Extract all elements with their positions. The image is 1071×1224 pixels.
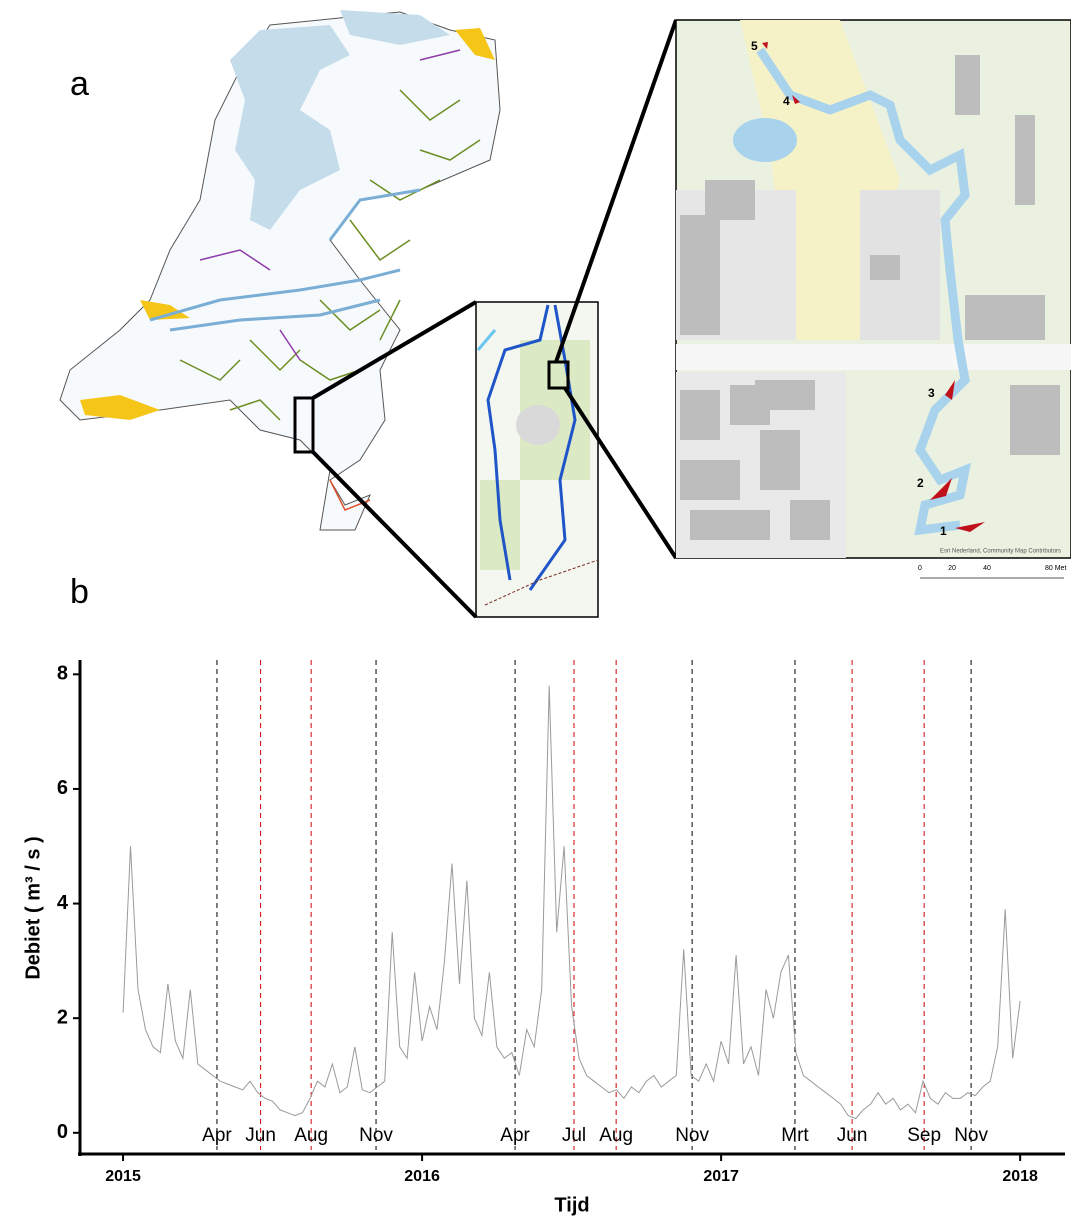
scale-label: 80 Met: [1045, 565, 1066, 572]
y-tick-label: 8: [57, 663, 68, 685]
panel-label: b: [70, 573, 89, 611]
x-axis-title: Tijd: [554, 1194, 589, 1216]
scale-label: 20: [948, 565, 956, 572]
reference-label: Aug: [294, 1125, 328, 1146]
reference-label: Apr: [202, 1125, 232, 1146]
country-map: [60, 10, 500, 530]
y-tick-label: 0: [57, 1121, 68, 1143]
scale-label: 0: [918, 565, 922, 572]
pond: [733, 118, 797, 162]
site-label: 3: [928, 386, 935, 400]
y-axis-title: Debiet ( m³ / s ): [22, 836, 44, 979]
reference-label: Jun: [837, 1125, 868, 1146]
panel-label: a: [70, 65, 89, 103]
connector: [556, 20, 676, 362]
site-label: 5: [751, 39, 758, 53]
x-tick-label: 2016: [404, 1168, 440, 1185]
site-label: 4: [783, 94, 790, 108]
detail-map: 5 4 3 2 1 Esri Nederland, Community Map …: [676, 20, 1071, 558]
reference-label: Apr: [500, 1125, 530, 1146]
x-tick-label: 2018: [1002, 1168, 1038, 1185]
y-tick-label: 2: [57, 1006, 68, 1028]
scale-label: 40: [983, 565, 991, 572]
town: [516, 405, 560, 445]
flow-line: [123, 686, 1020, 1119]
inset-map: [476, 302, 598, 617]
site-label: 2: [917, 476, 924, 490]
reference-label: Nov: [954, 1125, 988, 1146]
road: [676, 344, 1071, 370]
reference-label: Nov: [359, 1125, 393, 1146]
reference-label: Mrt: [781, 1125, 809, 1146]
reference-label: Jul: [562, 1125, 586, 1146]
y-tick-label: 4: [57, 892, 69, 914]
x-tick-label: 2015: [105, 1168, 141, 1185]
figure: 5 4 3 2 1 Esri Nederland, Community Map …: [0, 0, 1071, 1219]
connector: [313, 452, 476, 617]
x-tick-label: 2017: [703, 1168, 739, 1185]
page: {"map": {"panel_a": "a", "panel_b": "b",…: [0, 0, 1071, 1219]
reference-label: Aug: [599, 1125, 633, 1146]
attribution: Esri Nederland, Community Map Contributo…: [940, 549, 1061, 555]
site-label: 1: [940, 524, 947, 538]
y-tick-label: 6: [57, 777, 68, 799]
scale-bar: 0 20 40 80 Met: [918, 565, 1066, 578]
reference-label: Nov: [675, 1125, 709, 1146]
reference-label: Jun: [245, 1125, 276, 1146]
reference-label: Sep: [907, 1125, 941, 1146]
